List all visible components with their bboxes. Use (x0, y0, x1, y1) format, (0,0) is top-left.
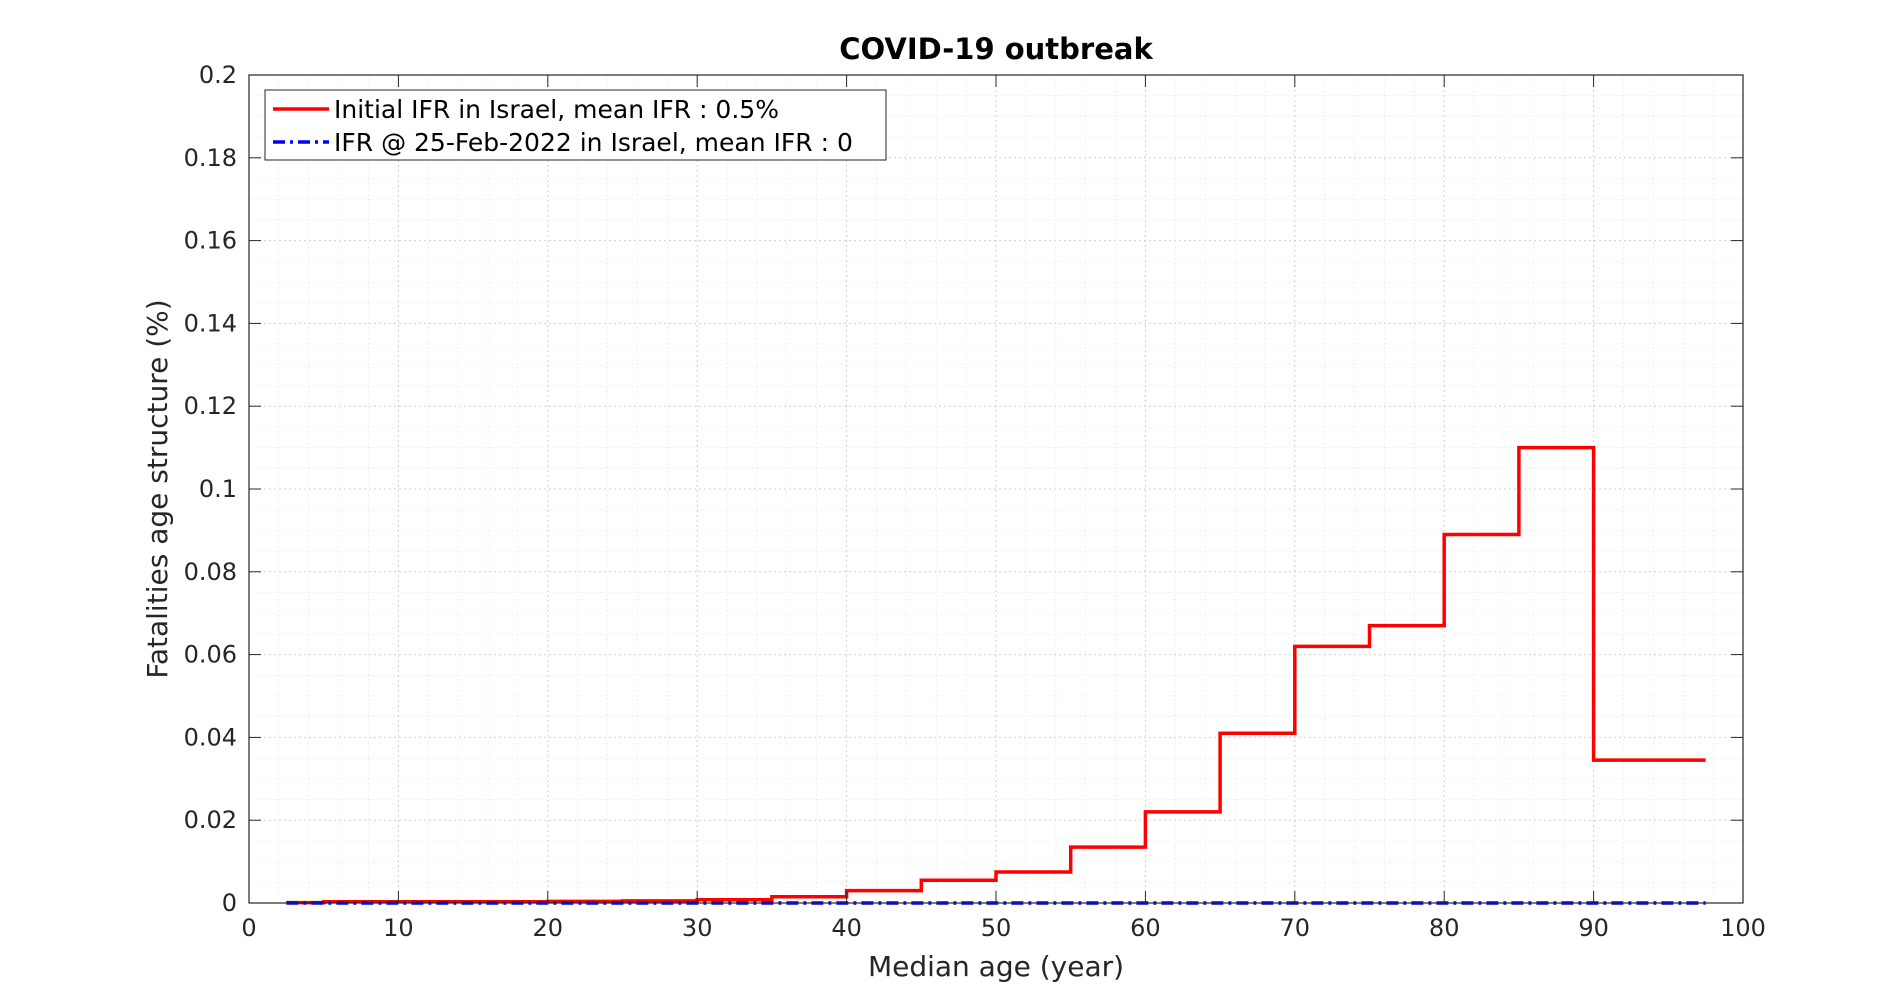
y-tick-label: 0.16 (184, 227, 237, 255)
x-tick-label: 90 (1578, 914, 1609, 942)
x-tick-label: 20 (533, 914, 564, 942)
y-tick-label: 0.04 (184, 723, 237, 751)
y-tick-label: 0.14 (184, 309, 237, 337)
x-tick-label: 100 (1720, 914, 1766, 942)
y-tick-label: 0.2 (199, 61, 237, 89)
x-tick-label: 60 (1130, 914, 1161, 942)
x-tick-labels: 0 10 20 30 40 50 60 70 80 90 100 (241, 914, 1766, 942)
x-tick-label: 50 (981, 914, 1012, 942)
y-tick-labels: 0 0.02 0.04 0.06 0.08 0.1 0.12 0.14 0.16 0.18 0.2 (184, 61, 237, 917)
x-axis-label: Median age (year) (868, 950, 1124, 983)
x-tick-label: 40 (831, 914, 862, 942)
x-tick-label: 10 (383, 914, 414, 942)
y-tick-label: 0.12 (184, 392, 237, 420)
y-tick-label: 0.02 (184, 806, 237, 834)
y-tick-label: 0.1 (199, 475, 237, 503)
major-grid (249, 75, 1743, 903)
y-tick-label: 0.18 (184, 144, 237, 172)
legend: Initial IFR in Israel, mean IFR : 0.5% I… (264, 89, 887, 161)
y-tick-label: 0.08 (184, 558, 237, 586)
x-tick-label: 70 (1280, 914, 1311, 942)
y-tick-label: 0 (222, 889, 237, 917)
legend-label-initial-ifr: Initial IFR in Israel, mean IFR : 0.5% (334, 95, 779, 124)
legend-label-ifr-25-feb-2022: IFR @ 25-Feb-2022 in Israel, mean IFR : … (334, 128, 853, 157)
legend-box (264, 89, 887, 161)
y-tick-label: 0.06 (184, 641, 237, 669)
x-tick-label: 80 (1429, 914, 1460, 942)
x-tick-label: 30 (682, 914, 713, 942)
x-tick-label: 0 (241, 914, 256, 942)
ticks-layer (248, 74, 1744, 904)
chart-title: COVID-19 outbreak (839, 32, 1153, 66)
minor-grid (249, 75, 1743, 903)
y-axis-label: Fatalities age structure (%) (141, 299, 174, 678)
